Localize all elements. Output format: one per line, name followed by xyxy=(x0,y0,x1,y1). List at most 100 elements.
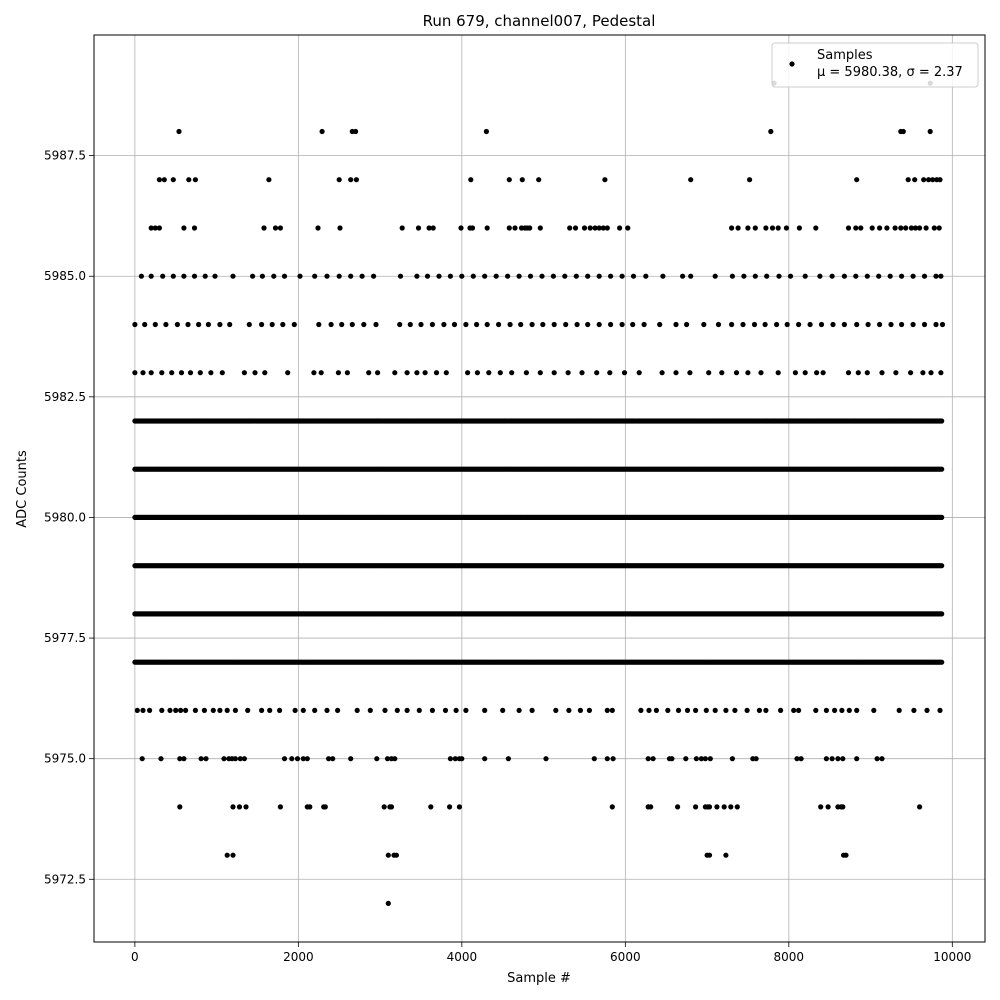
data-point xyxy=(763,225,769,231)
data-point xyxy=(397,321,403,328)
data-point xyxy=(587,225,593,231)
data-point xyxy=(237,756,243,762)
y-tick-label: 5982.5 xyxy=(44,390,86,404)
data-point xyxy=(572,225,579,231)
data-point xyxy=(486,370,492,376)
data-point xyxy=(927,128,933,135)
data-point xyxy=(683,756,689,762)
data-point xyxy=(470,273,476,279)
data-point xyxy=(210,707,216,714)
data-point xyxy=(551,321,557,328)
data-point xyxy=(156,177,162,183)
data-point xyxy=(243,804,249,810)
data-point xyxy=(230,852,236,858)
data-point xyxy=(418,321,424,328)
data-point xyxy=(864,273,870,279)
data-point xyxy=(791,707,797,714)
data-point xyxy=(197,370,203,376)
data-point xyxy=(735,225,741,231)
data-point xyxy=(877,321,883,328)
data-point xyxy=(452,756,458,762)
data-point xyxy=(529,321,535,328)
data-point xyxy=(281,756,288,762)
data-point xyxy=(324,707,330,714)
data-point xyxy=(474,321,480,328)
data-point xyxy=(820,370,826,376)
data-point xyxy=(604,707,610,714)
data-point xyxy=(442,707,449,714)
data-point xyxy=(673,321,679,328)
data-point xyxy=(877,225,883,231)
data-point xyxy=(447,273,453,279)
data-point xyxy=(203,756,209,762)
data-point xyxy=(813,225,819,231)
data-point xyxy=(152,321,158,328)
data-point xyxy=(453,707,459,714)
data-point xyxy=(884,225,890,231)
data-point xyxy=(609,707,615,714)
data-point xyxy=(675,707,682,714)
data-point xyxy=(928,370,934,376)
data-point xyxy=(426,225,432,231)
data-point xyxy=(312,273,318,279)
data-point xyxy=(198,756,204,762)
data-point xyxy=(307,804,313,810)
data-point xyxy=(818,804,824,810)
data-point xyxy=(366,370,372,376)
data-point xyxy=(900,128,906,135)
data-point xyxy=(581,225,588,231)
data-point xyxy=(566,707,572,714)
data-point xyxy=(187,370,194,376)
data-point xyxy=(892,225,898,231)
data-point xyxy=(756,707,763,714)
data-point xyxy=(830,321,836,328)
data-point xyxy=(908,370,914,376)
data-point xyxy=(787,273,794,279)
data-point xyxy=(763,707,769,714)
data-point xyxy=(208,370,214,376)
data-point xyxy=(745,370,751,376)
plot-frame xyxy=(93,34,986,943)
data-point xyxy=(416,707,422,714)
data-point xyxy=(693,707,699,714)
data-point xyxy=(858,225,864,231)
data-point xyxy=(751,321,758,328)
data-point xyxy=(728,804,734,810)
data-point xyxy=(876,273,882,279)
data-point xyxy=(245,707,251,714)
data-point xyxy=(865,321,871,328)
data-point xyxy=(752,225,758,231)
data-point xyxy=(436,273,442,279)
data-point xyxy=(185,321,191,328)
data-point xyxy=(482,707,488,714)
data-point xyxy=(706,370,712,376)
data-point xyxy=(893,370,899,376)
data-point xyxy=(917,804,923,810)
data-point xyxy=(723,852,729,858)
data-point xyxy=(539,273,545,279)
data-point xyxy=(602,177,608,183)
data-point xyxy=(574,321,580,328)
data-point xyxy=(729,273,736,279)
data-point xyxy=(385,852,391,858)
y-tick-label: 5975.0 xyxy=(44,752,86,766)
data-point xyxy=(648,804,654,810)
data-point xyxy=(853,273,859,279)
data-point xyxy=(447,756,453,762)
x-axis-title: Sample # xyxy=(507,971,571,986)
data-point xyxy=(484,321,490,328)
data-point xyxy=(459,756,465,762)
data-point xyxy=(753,756,759,762)
legend-box xyxy=(771,42,979,88)
data-point xyxy=(140,707,146,714)
data-point xyxy=(939,611,945,617)
data-point xyxy=(339,321,345,328)
data-point xyxy=(807,321,813,328)
data-point xyxy=(744,707,750,714)
data-point xyxy=(262,370,268,376)
x-tick-label: 4000 xyxy=(447,950,478,964)
data-point xyxy=(132,321,138,328)
data-point xyxy=(802,273,808,279)
data-point xyxy=(845,370,852,376)
